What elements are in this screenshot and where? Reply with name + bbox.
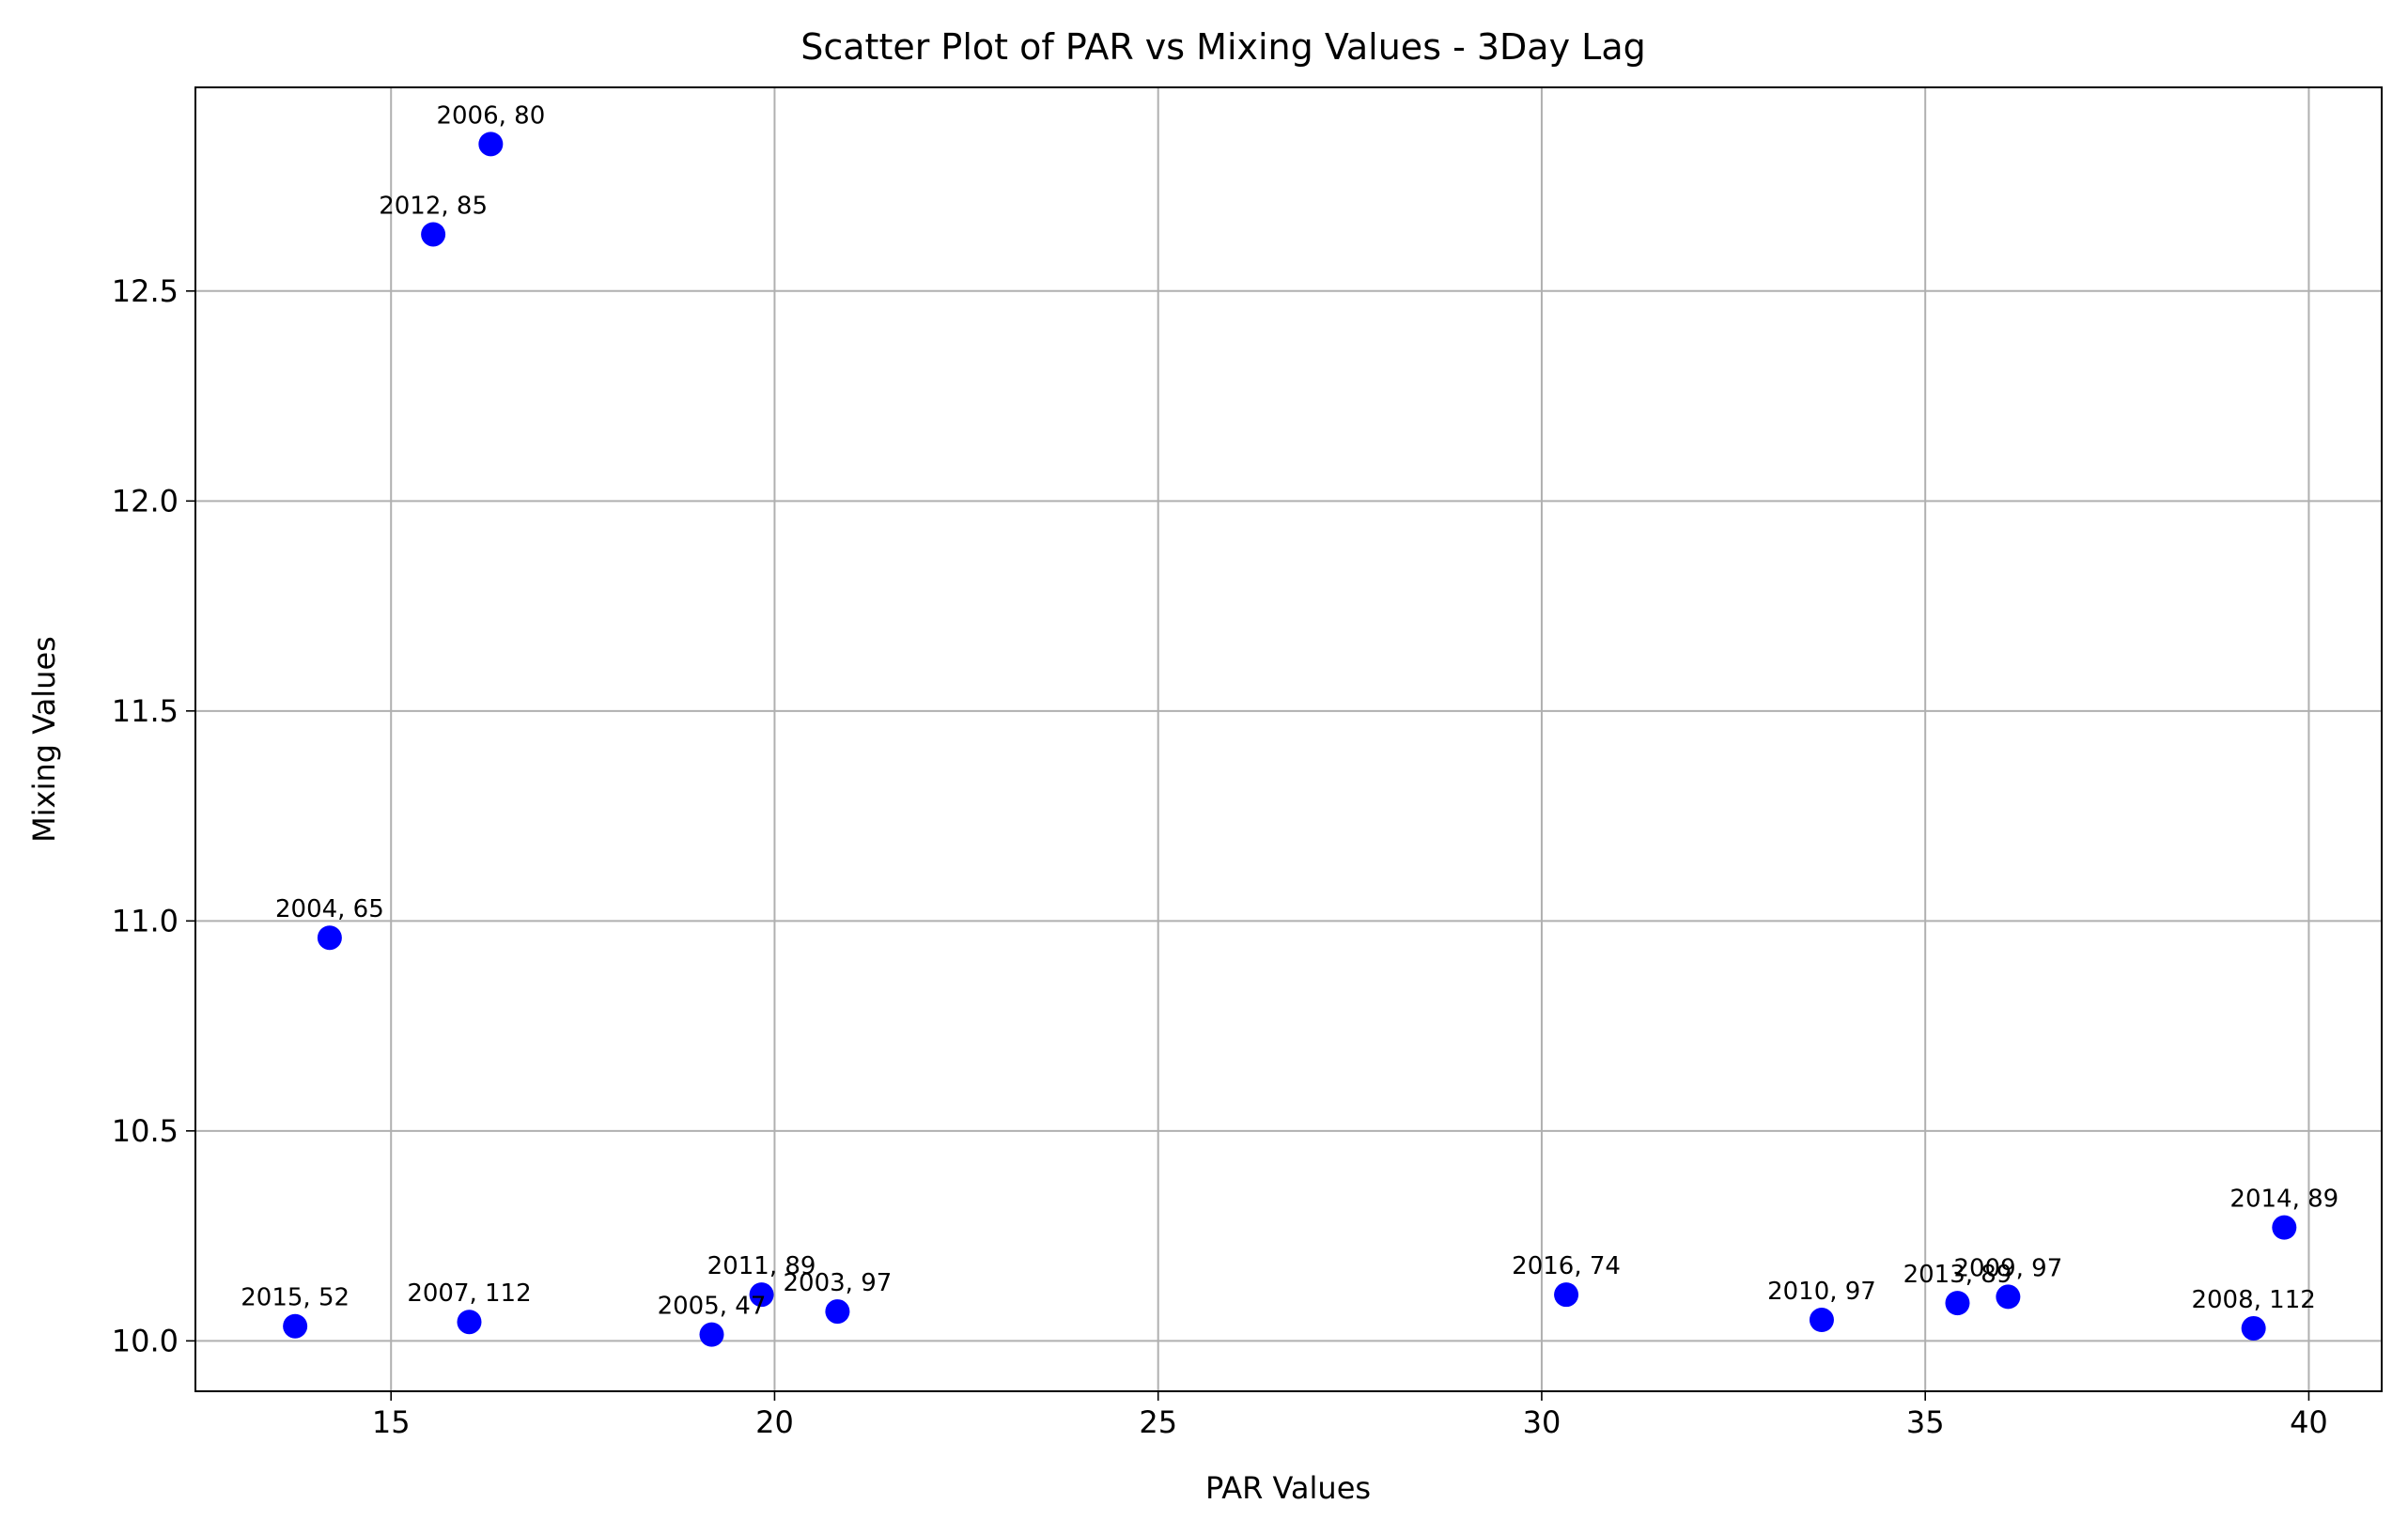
- data-point-label: 2005, 47: [658, 1293, 767, 1321]
- data-point-label: 2006, 80: [436, 101, 545, 130]
- x-tick-label: 35: [1906, 1404, 1945, 1440]
- x-tick-label: 20: [755, 1404, 794, 1440]
- data-point: [2272, 1215, 2297, 1240]
- x-tick-label: 25: [1139, 1404, 1177, 1440]
- data-point: [1996, 1284, 2021, 1310]
- data-point: [825, 1299, 850, 1325]
- data-point-label: 2004, 65: [275, 895, 384, 923]
- x-tick-label: 15: [372, 1404, 411, 1440]
- data-point: [283, 1313, 308, 1339]
- data-point: [457, 1310, 482, 1335]
- data-point: [2241, 1315, 2266, 1341]
- data-point-label: 2016, 74: [1512, 1252, 1621, 1280]
- data-point-label: 2013, 89: [1903, 1261, 2012, 1289]
- data-point-label: 2010, 97: [1767, 1278, 1876, 1306]
- data-point-label: 2012, 85: [379, 192, 488, 220]
- point-layer: [283, 132, 2297, 1347]
- y-tick-label: 12.0: [112, 483, 179, 519]
- y-tick-label: 11.5: [112, 693, 179, 729]
- data-point: [1945, 1291, 1970, 1316]
- data-point-label: 2014, 89: [2229, 1186, 2338, 1214]
- data-point-label: 2007, 112: [407, 1279, 531, 1308]
- data-point-label: 2011, 89: [707, 1252, 816, 1280]
- y-tick-label: 12.5: [112, 273, 179, 309]
- tick-layer: 15 20 25 30 35 40 10.0 10.5 11.0 11.5 12.0 12.5: [112, 273, 2328, 1440]
- data-point: [699, 1322, 724, 1347]
- x-tick-label: 40: [2290, 1404, 2328, 1440]
- data-point-label: 2008, 112: [2191, 1286, 2315, 1314]
- data-point: [749, 1282, 774, 1308]
- y-tick-label: 10.5: [112, 1113, 179, 1149]
- plot-frame: [194, 86, 2383, 1392]
- data-point: [1809, 1308, 1834, 1333]
- grid-layer: [195, 87, 2382, 1391]
- data-point-label: 2003, 97: [784, 1269, 893, 1297]
- label-layer: 2006, 80 2012, 85 2004, 65 2015, 52 2007, 11…: [241, 101, 2338, 1320]
- x-tick-label: 30: [1523, 1404, 1561, 1440]
- chart-title: Scatter Plot of PAR vs Mixing Values - 3…: [800, 26, 1645, 68]
- data-point-label: 2009, 97: [1953, 1254, 2062, 1282]
- data-point: [478, 132, 504, 157]
- data-point: [421, 222, 446, 247]
- data-point: [1554, 1282, 1579, 1308]
- x-axis-label: PAR Values: [1205, 1470, 1371, 1506]
- y-axis-label: Mixing Values: [26, 636, 62, 843]
- data-point: [317, 925, 342, 951]
- y-tick-label: 10.0: [112, 1323, 179, 1358]
- data-point-label: 2015, 52: [241, 1284, 350, 1312]
- y-tick-label: 11.0: [112, 903, 179, 938]
